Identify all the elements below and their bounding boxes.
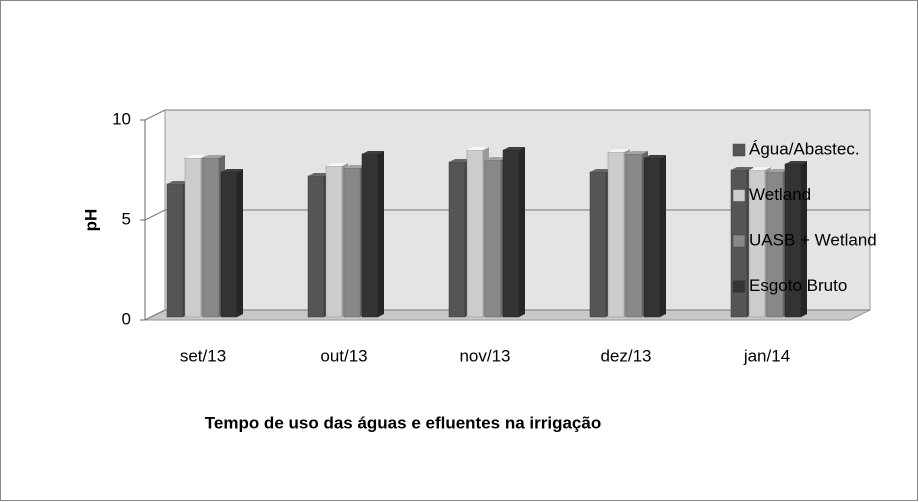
- bar: [361, 151, 384, 318]
- bar-face: [644, 155, 666, 158]
- bar-face: [166, 183, 184, 318]
- bar-face: [785, 161, 807, 164]
- x-tick-label: jan/14: [743, 346, 790, 365]
- x-tick-label: set/13: [180, 346, 226, 365]
- bar-face: [502, 149, 520, 318]
- bar-face: [660, 155, 666, 317]
- bar-face: [184, 157, 202, 318]
- bar-face: [307, 175, 325, 318]
- x-tick-label: out/13: [320, 346, 367, 365]
- bar-face: [801, 161, 807, 317]
- bar-face: [767, 169, 789, 172]
- legend-swatch: [732, 143, 746, 157]
- x-tick-label: nov/13: [459, 346, 510, 365]
- bar-face: [643, 157, 661, 318]
- x-axis-label: Tempo de uso das águas e efluentes na ir…: [205, 413, 601, 432]
- grid-line: [144, 109, 870, 121]
- bar-face: [607, 151, 625, 318]
- y-axis-label: pH: [81, 209, 100, 232]
- y-tick-label: 0: [122, 309, 131, 328]
- bar-face: [625, 153, 643, 318]
- bar-face: [202, 157, 220, 318]
- bar-face: [589, 171, 607, 318]
- bar-face: [308, 173, 330, 176]
- bar-face: [362, 151, 384, 154]
- bar-face: [519, 147, 525, 317]
- bar-face: [503, 147, 525, 150]
- bar-face: [326, 163, 348, 166]
- bar-face: [485, 157, 507, 160]
- bar-face: [608, 149, 630, 152]
- bar: [643, 155, 666, 318]
- bar-face: [467, 147, 489, 150]
- legend-swatch: [732, 234, 746, 248]
- bar-face: [626, 151, 648, 154]
- x-tick-label: dez/13: [600, 346, 651, 365]
- bar: [784, 161, 807, 318]
- legend-swatch: [732, 280, 746, 293]
- legend-label: Esgoto Bruto: [749, 276, 847, 295]
- bar-face: [466, 149, 484, 318]
- bar-face: [749, 167, 771, 170]
- bar-face: [378, 151, 384, 317]
- legend-swatch: [732, 189, 746, 202]
- bar-face: [325, 165, 343, 318]
- bar-face: [590, 169, 612, 172]
- bar-face: [221, 169, 243, 172]
- bar-face: [185, 155, 207, 158]
- legend-label: Água/Abastec.: [749, 139, 860, 158]
- bar-face: [220, 171, 238, 318]
- bar-face: [731, 167, 753, 170]
- bar: [220, 169, 243, 318]
- bar-face: [448, 161, 466, 318]
- bar-face: [449, 159, 471, 162]
- y-tick-label: 10: [112, 109, 131, 128]
- bar-face: [361, 153, 379, 318]
- bar-face: [167, 181, 189, 184]
- bar-face: [237, 169, 243, 317]
- y-tick-label: 5: [122, 209, 131, 228]
- legend-label: UASB + Wetland: [749, 230, 877, 249]
- bar-face: [344, 165, 366, 168]
- bar: [502, 147, 525, 318]
- bar-face: [343, 167, 361, 318]
- legend-label: Wetland: [749, 185, 811, 204]
- bar-face: [484, 159, 502, 318]
- bar-face: [203, 155, 225, 158]
